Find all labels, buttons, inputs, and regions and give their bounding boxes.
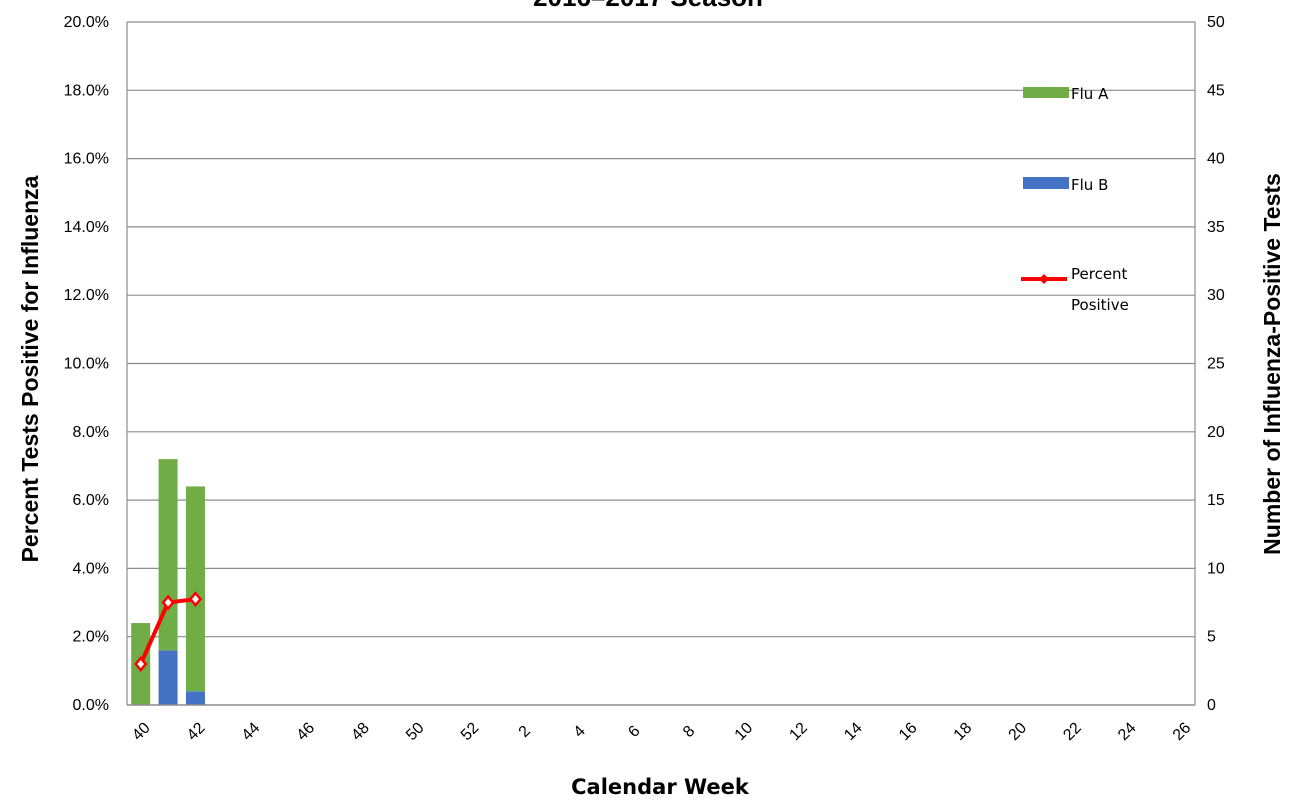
percent-positive-point (134, 656, 148, 672)
x-tick-label: 20 (1006, 719, 1031, 744)
legend-label-percent-line1: Percent (1071, 265, 1128, 283)
right-axis-title: Number of Influenza-Positive Tests (1259, 173, 1285, 555)
right-tick-label: 35 (1207, 219, 1225, 236)
right-tick-label: 5 (1207, 629, 1216, 646)
legend-label-percent-line2: Positive (1071, 296, 1129, 314)
legend-label-flu-a: Flu A (1071, 85, 1109, 103)
legend-swatch-flu-b (1023, 177, 1069, 189)
legend-swatch-flu-a (1023, 87, 1069, 98)
left-tick-label: 10.0% (64, 356, 109, 373)
right-tick-label: 10 (1207, 560, 1225, 577)
x-tick-label: 40 (129, 719, 154, 744)
left-tick-label: 0.0% (73, 697, 109, 714)
right-tick-label: 15 (1207, 492, 1225, 509)
legend: Flu A Flu B Percent Positive (1021, 85, 1129, 314)
legend-marker-icon (1039, 274, 1049, 284)
x-tick-label: 10 (732, 719, 757, 744)
axes (126, 22, 1196, 706)
left-tick-label: 20.0% (64, 14, 109, 31)
left-axis-title: Percent Tests Positive for Influenza (17, 175, 43, 562)
x-tick-label: 6 (625, 723, 643, 741)
right-axis-ticks: 0 5 10 15 20 25 30 35 40 45 50 (1207, 14, 1225, 714)
right-tick-label: 40 (1207, 151, 1225, 168)
x-tick-label: 8 (680, 723, 698, 741)
x-tick-label: 52 (458, 719, 483, 744)
x-tick-label: 4 (571, 723, 589, 741)
percent-positive-point (188, 591, 203, 608)
bar-flu-b (158, 650, 178, 705)
left-tick-label: 4.0% (73, 560, 109, 577)
x-tick-label: 50 (403, 719, 428, 744)
right-tick-label: 30 (1207, 287, 1225, 304)
x-tick-label: 48 (348, 719, 373, 744)
chart-title: 2016–2017 Season (533, 0, 763, 12)
x-tick-label: 18 (951, 719, 976, 744)
left-tick-label: 2.0% (73, 629, 109, 646)
x-tick-label: 24 (1115, 719, 1140, 744)
left-tick-label: 6.0% (73, 492, 109, 509)
bar-flu-b (185, 691, 205, 705)
right-tick-label: 20 (1207, 424, 1225, 441)
x-tick-label: 46 (294, 719, 319, 744)
right-tick-label: 50 (1207, 14, 1225, 31)
x-axis-ticks: 40 42 44 46 48 50 52 2 4 6 8 10 12 14 16 18 20 22 24 26 (129, 719, 1194, 744)
right-tick-label: 0 (1207, 697, 1216, 714)
x-tick-label: 26 (1170, 719, 1195, 744)
left-tick-label: 18.0% (64, 82, 109, 99)
x-axis-title: Calendar Week (571, 775, 750, 799)
x-tick-label: 16 (896, 719, 921, 744)
bar-flu-a (185, 486, 205, 692)
left-tick-label: 14.0% (64, 219, 109, 236)
x-tick-label: 14 (841, 719, 866, 744)
gridlines (127, 21, 1195, 638)
x-tick-label: 2 (516, 723, 534, 741)
right-tick-label: 45 (1207, 82, 1225, 99)
right-tick-label: 25 (1207, 356, 1225, 373)
legend-label-flu-b: Flu B (1071, 176, 1108, 194)
percent-positive-point (161, 594, 175, 611)
left-tick-label: 8.0% (73, 424, 109, 441)
left-tick-label: 16.0% (64, 151, 109, 168)
percent-positive-line (134, 591, 203, 672)
x-tick-label: 22 (1060, 719, 1085, 744)
left-tick-label: 12.0% (64, 287, 109, 304)
x-tick-label: 12 (786, 719, 811, 744)
left-axis-ticks: 0.0% 2.0% 4.0% 6.0% 8.0% 10.0% 12.0% 14.0% 16.0%… (64, 14, 109, 714)
x-tick-label: 44 (239, 719, 264, 744)
x-tick-label: 42 (184, 719, 209, 744)
